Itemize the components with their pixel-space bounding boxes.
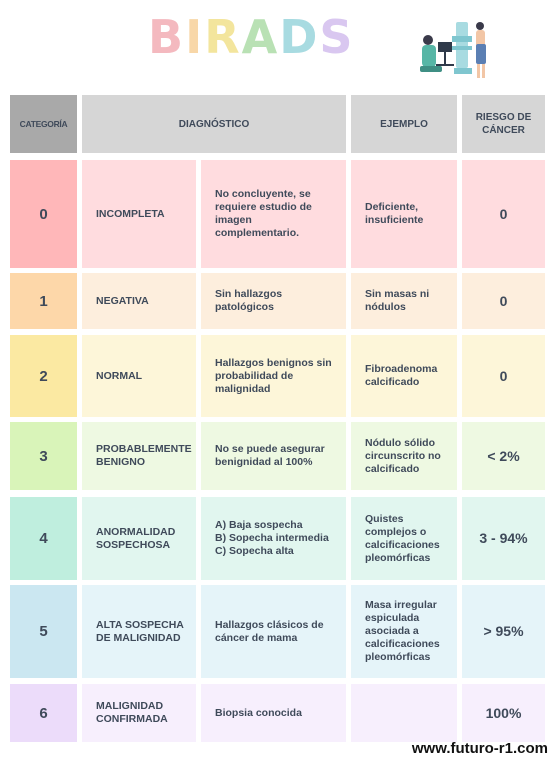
header-categoria: CATEGORÍA	[10, 95, 77, 153]
diagnosis-cell: NORMAL	[82, 335, 196, 417]
category-cell: 0	[10, 160, 77, 268]
example-cell: Nódulo sólido circunscrito no calcificad…	[351, 422, 457, 490]
risk-cell: 0	[462, 160, 545, 268]
example-cell: Quistes complejos o calcificaciones pleo…	[351, 497, 457, 580]
title-letter: B	[148, 10, 186, 64]
category-cell: 6	[10, 684, 77, 742]
diagnosis-cell: ALTA SOSPECHA DE MALIGNIDAD	[82, 585, 196, 678]
example-cell: Masa irregular espiculada asociada a cal…	[351, 585, 457, 678]
category-cell: 5	[10, 585, 77, 678]
header-diagnostico: DIAGNÓSTICO	[82, 95, 346, 153]
detail-cell: Biopsia conocida	[201, 684, 346, 742]
example-cell	[351, 684, 457, 742]
example-cell: Deficiente, insuficiente	[351, 160, 457, 268]
header-riesgo: RIESGO DE CÁNCER	[462, 95, 545, 153]
category-cell: 3	[10, 422, 77, 490]
example-cell: Sin masas ni nódulos	[351, 273, 457, 329]
category-cell: 2	[10, 335, 77, 417]
detail-cell: No concluyente, se requiere estudio de i…	[201, 160, 346, 268]
risk-cell: 100%	[462, 684, 545, 742]
detail-cell: Hallazgos benignos sin probabilidad de m…	[201, 335, 346, 417]
detail-cell: No se puede asegurar benignidad al 100%	[201, 422, 346, 490]
title-letter: S	[319, 10, 355, 64]
title-letter: I	[185, 10, 205, 64]
example-cell: Fibroadenoma calcificado	[351, 335, 457, 417]
title-letter: A	[241, 10, 280, 64]
risk-cell: 0	[462, 335, 545, 417]
mammography-scene-icon	[420, 22, 486, 78]
diagnosis-cell: PROBABLEMENTE BENIGNO	[82, 422, 196, 490]
diagnosis-cell: ANORMALIDAD SOSPECHOSA	[82, 497, 196, 580]
diagnosis-cell: INCOMPLETA	[82, 160, 196, 268]
header-ejemplo: EJEMPLO	[351, 95, 457, 153]
category-cell: 1	[10, 273, 77, 329]
title-letter: R	[204, 10, 242, 64]
risk-cell: > 95%	[462, 585, 545, 678]
website-url: www.futuro-r1.com	[411, 740, 548, 757]
detail-cell: A) Baja sospecha B) Sopecha intermedia C…	[201, 497, 346, 580]
diagnosis-cell: NEGATIVA	[82, 273, 196, 329]
detail-cell: Sin hallazgos patológicos	[201, 273, 346, 329]
title-letter: D	[279, 10, 320, 64]
risk-cell: < 2%	[462, 422, 545, 490]
risk-cell: 0	[462, 273, 545, 329]
diagnosis-cell: MALIGNIDAD CONFIRMADA	[82, 684, 196, 742]
risk-cell: 3 - 94%	[462, 497, 545, 580]
detail-cell: Hallazgos clásicos de cáncer de mama	[201, 585, 346, 678]
category-cell: 4	[10, 497, 77, 580]
